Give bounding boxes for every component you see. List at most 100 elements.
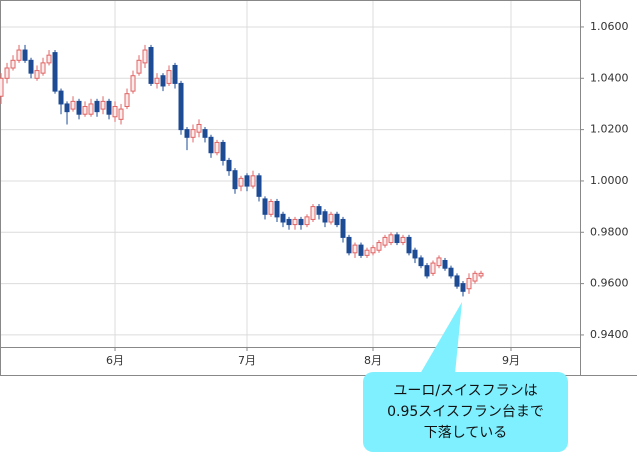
candle-body (346, 236, 352, 254)
candle-body (310, 206, 316, 220)
candle-body (412, 249, 418, 259)
candle-body (388, 234, 394, 244)
candle-body (136, 59, 142, 74)
candle-body (64, 103, 70, 113)
candle-body (328, 213, 334, 223)
candle-body (376, 242, 382, 251)
candle-body (214, 141, 220, 154)
candle-body (22, 49, 28, 61)
candle-body (148, 46, 154, 84)
candle-body (298, 218, 304, 226)
callout: ユーロ/スイスフランは 0.95スイスフラン台まで 下落している (363, 372, 568, 452)
candle-body (478, 272, 484, 277)
candle-body (124, 93, 130, 108)
candle-body (472, 272, 478, 282)
candle-body (424, 265, 430, 277)
candle-body (394, 234, 400, 244)
candle-body (256, 175, 262, 197)
x-tick-label: 7月 (238, 354, 256, 367)
candle-body (316, 206, 322, 215)
x-tick-label: 9月 (502, 354, 520, 367)
callout-line: 下落している (423, 424, 508, 441)
candle-body (184, 129, 190, 138)
candle-body (46, 54, 52, 64)
candle-body (130, 75, 136, 92)
candle-body (274, 200, 280, 218)
candle-body (268, 200, 274, 215)
candle-body (262, 198, 268, 215)
candle-body (190, 129, 196, 138)
y-tick-label: 0.9600 (590, 277, 629, 290)
candle-body (406, 236, 412, 254)
candle-body (286, 218, 292, 226)
candle-body (178, 82, 184, 131)
candle-body (334, 213, 340, 226)
candle-body (382, 236, 388, 246)
callout-line: ユーロ/スイスフランは (393, 382, 538, 399)
candle-body (244, 175, 250, 187)
candle-body (340, 218, 346, 238)
candle-body (400, 236, 406, 244)
candle-body (436, 257, 442, 267)
candle-body (28, 59, 34, 74)
candle-body (466, 277, 472, 290)
candle-body (10, 59, 16, 69)
candle-body (304, 216, 310, 226)
candle-body (208, 136, 214, 154)
candle-body (16, 49, 22, 61)
candle-body (232, 170, 238, 190)
y-tick-label: 0.9800 (590, 225, 629, 238)
callout-pointer (420, 302, 462, 374)
candle-body (94, 100, 100, 113)
y-tick-label: 1.0200 (590, 123, 629, 136)
candle-body (166, 70, 172, 84)
candle-body (280, 213, 286, 223)
y-tick-label: 1.0400 (590, 71, 629, 84)
candle-body (70, 100, 76, 110)
candle-body (226, 159, 232, 172)
candle-body (292, 218, 298, 226)
y-tick-label: 1.0000 (590, 174, 629, 187)
candle-body (250, 175, 256, 187)
candle-body (418, 257, 424, 267)
candle-body (220, 141, 226, 161)
candle-body (82, 106, 88, 115)
candle-body (58, 90, 64, 105)
candle-body (238, 177, 244, 187)
candle-body (4, 67, 10, 79)
plot-frame (0, 0, 581, 348)
candle-body (448, 267, 454, 277)
candle-body (442, 260, 448, 269)
callout-line: 0.95スイスフラン台まで (387, 403, 544, 420)
candle-body (454, 275, 460, 287)
candle-body (202, 129, 208, 138)
candle-body (142, 49, 148, 64)
candle-body (76, 100, 82, 115)
y-tick-label: 1.0600 (590, 20, 629, 33)
candle-body (52, 52, 58, 92)
candle-body (160, 75, 166, 87)
candle-body (370, 247, 376, 254)
candle-body (196, 123, 202, 133)
candle-body (358, 244, 364, 256)
candle-body (0, 77, 4, 97)
candle-body (352, 244, 358, 254)
x-tick-label: 6月 (106, 354, 124, 367)
candle-body (106, 100, 112, 115)
candle-body (118, 108, 124, 120)
candle-body (430, 262, 436, 274)
candle-body (112, 106, 118, 118)
candle-body (172, 64, 178, 84)
candle-body (40, 62, 46, 74)
candle-body (88, 103, 94, 115)
x-tick-label: 8月 (364, 354, 382, 367)
candle-body (100, 100, 106, 110)
y-tick-label: 0.9400 (590, 328, 629, 341)
candle-body (322, 211, 328, 223)
candle-body (364, 249, 370, 256)
candle-body (460, 283, 466, 292)
candle-body (154, 77, 160, 84)
candle-body (34, 70, 40, 79)
